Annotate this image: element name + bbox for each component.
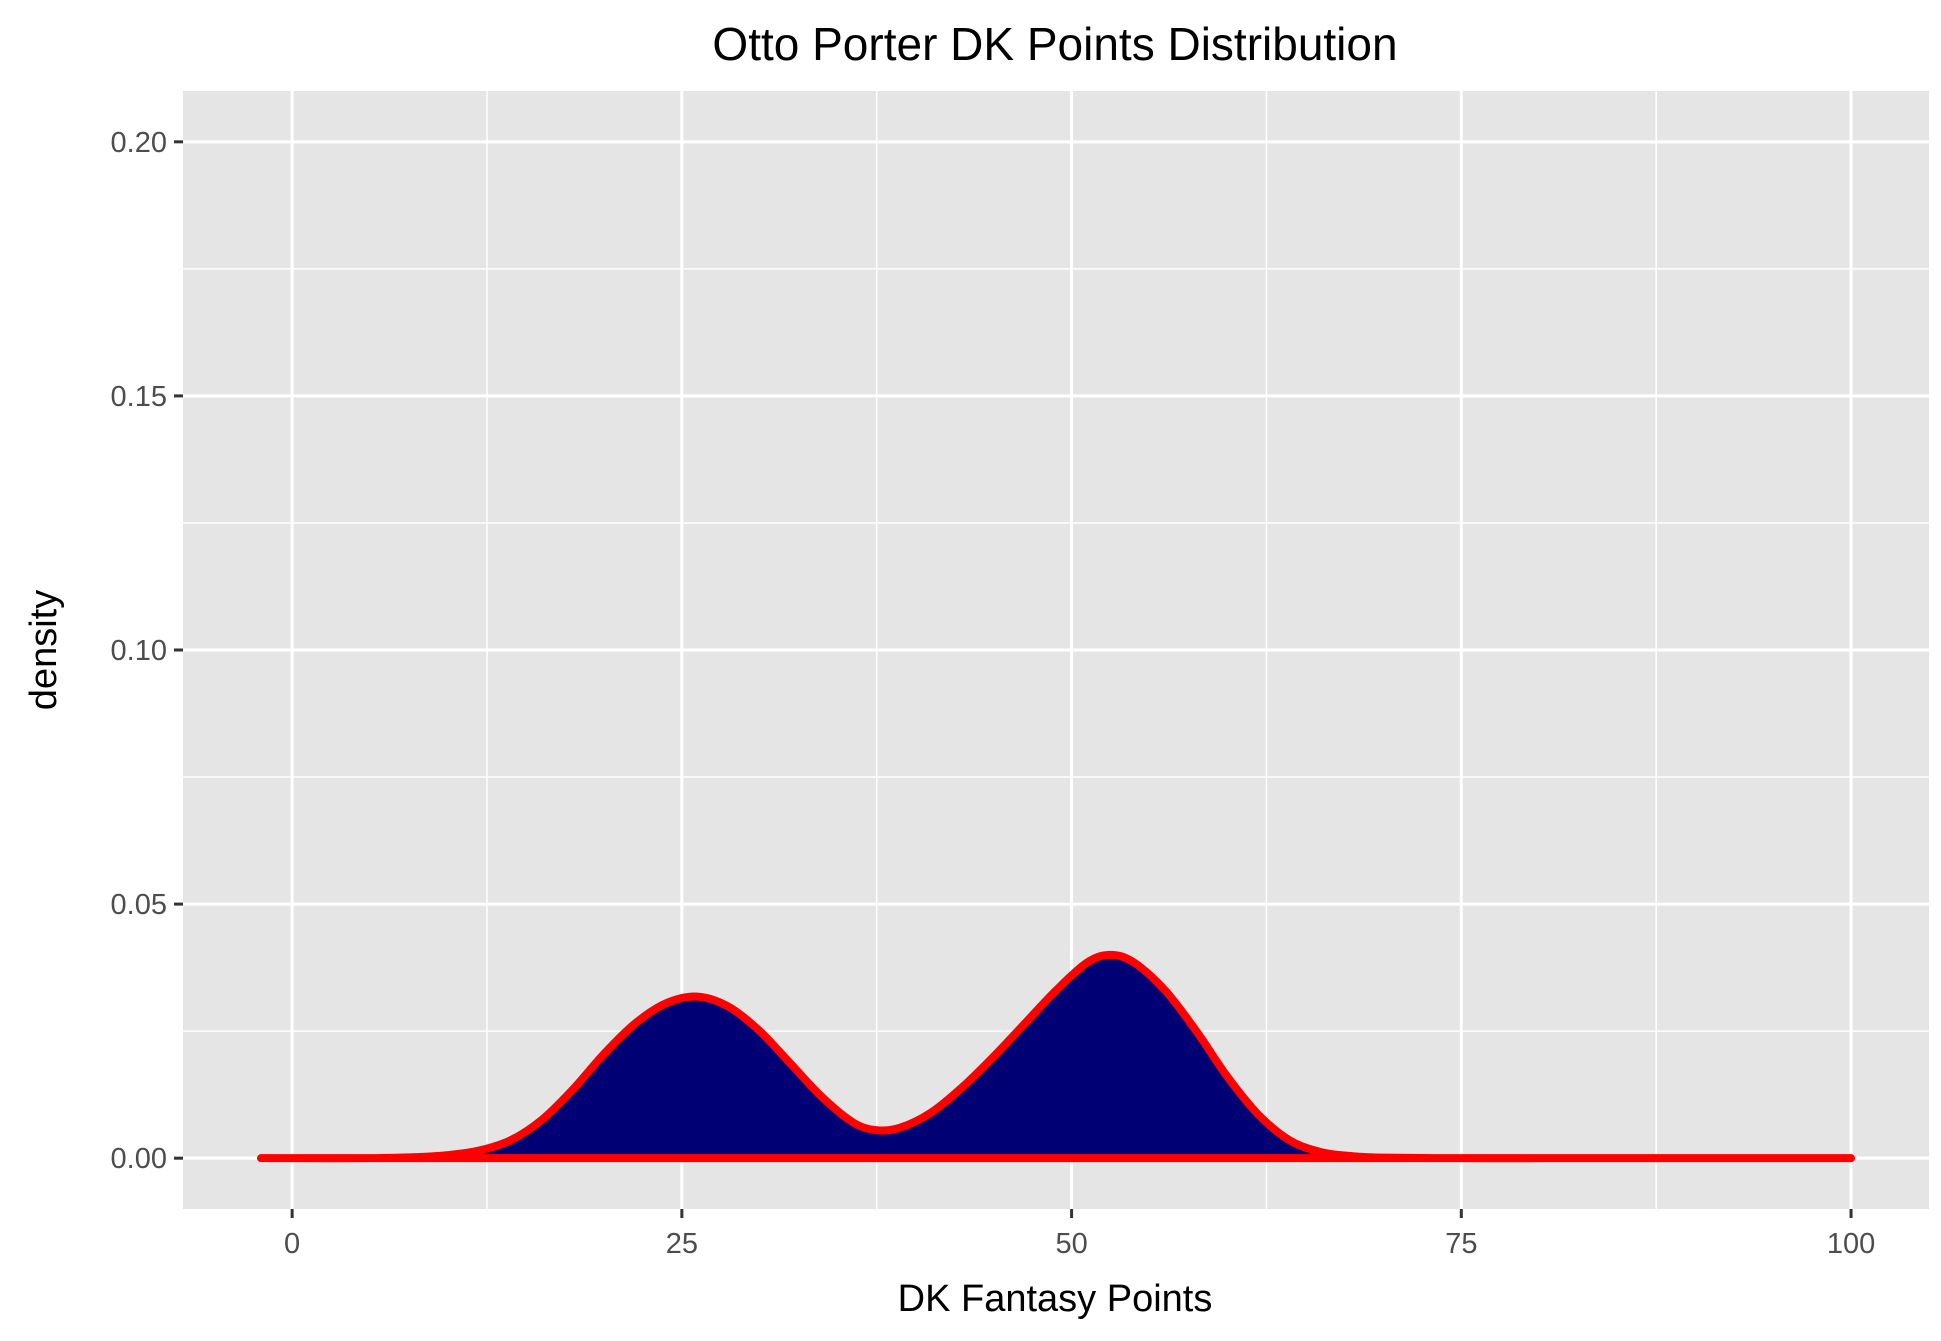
x-tick-label: 25 xyxy=(666,1228,698,1260)
major-gridlines xyxy=(183,91,1929,1209)
y-tick-label: 0.15 xyxy=(111,381,167,413)
y-axis: 0.00 0.05 0.10 0.15 0.20 xyxy=(111,127,183,1175)
x-tick-label: 75 xyxy=(1445,1228,1477,1260)
y-axis-title: density xyxy=(23,590,65,710)
density-line xyxy=(256,950,1856,1163)
y-tick-label: 0.20 xyxy=(111,127,167,159)
density-area xyxy=(260,954,1852,1159)
chart-title: Otto Porter DK Points Distribution xyxy=(712,18,1397,70)
y-tick-label: 0.10 xyxy=(111,635,167,667)
x-tick-label: 0 xyxy=(284,1228,300,1260)
y-tick-label: 0.00 xyxy=(111,1143,167,1175)
x-tick-label: 100 xyxy=(1827,1228,1875,1260)
x-tick-label: 50 xyxy=(1055,1228,1087,1260)
y-tick-label: 0.05 xyxy=(111,889,167,921)
x-axis: 0 25 50 75 100 xyxy=(284,1209,1875,1260)
x-axis-title: DK Fantasy Points xyxy=(898,1278,1213,1320)
